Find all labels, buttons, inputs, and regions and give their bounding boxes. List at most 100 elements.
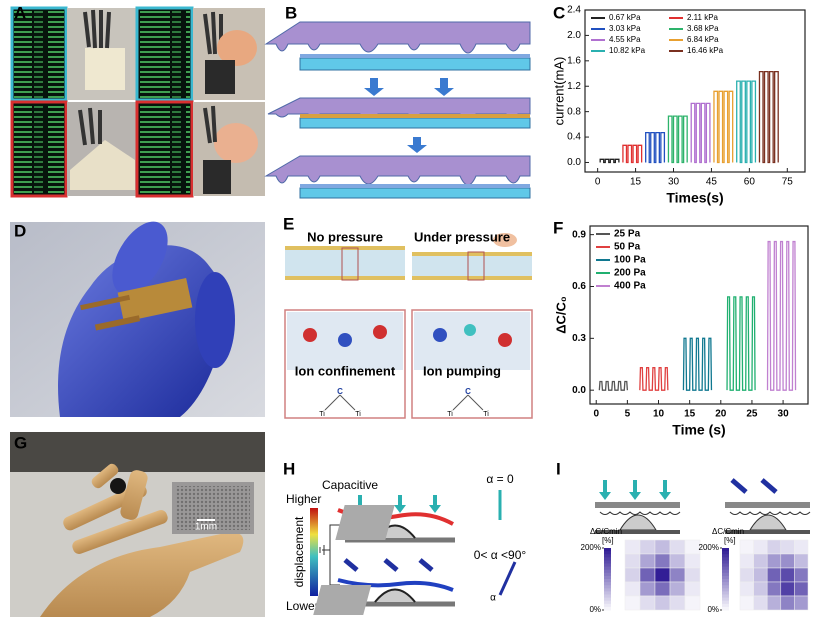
colorbar-step [722, 569, 729, 574]
heatmap-cell [739, 595, 754, 611]
legend-label: 100 Pa [614, 255, 646, 266]
heatmap-cell [624, 539, 641, 555]
y-tick-label: 0.4 [567, 132, 581, 143]
colorbar-step [604, 566, 611, 571]
colorbar-step [604, 554, 611, 558]
series-line [690, 102, 711, 164]
panel-label: C [553, 3, 565, 22]
x-tick-label: 20 [715, 409, 727, 420]
colorbar-tick-label: 200% [581, 543, 601, 552]
heatmap-cell [624, 581, 641, 597]
heatmap-cell [766, 595, 782, 611]
heatmap-cell [684, 553, 701, 569]
colorbar-unit: [%] [724, 536, 736, 545]
series-line [682, 337, 713, 391]
y-tick-label: 2.4 [567, 5, 581, 16]
heatmap-cell [780, 581, 795, 597]
panel-label: D [14, 221, 26, 240]
heatmap-cell [780, 595, 795, 611]
colorbar-step [604, 585, 611, 589]
colorbar-step [604, 563, 611, 568]
heatmap-cell [766, 567, 782, 583]
colorbar-step [604, 557, 611, 561]
series-line [645, 131, 666, 164]
colorbar-step [604, 575, 611, 580]
heatmap-cell [669, 581, 686, 597]
colorbar-step [722, 575, 729, 580]
heatmap-cell [794, 567, 809, 583]
x-tick-label: 0 [595, 177, 601, 188]
heatmap-cell [766, 553, 782, 569]
colorbar-step [722, 588, 729, 592]
scale-bar-label: 1mm [195, 522, 217, 533]
heatmap-cell [794, 539, 809, 555]
panel-label: B [285, 3, 297, 22]
panel-b [264, 21, 531, 199]
e-left-caption: Ion confinement [295, 363, 396, 378]
legend-label: 3.68 kPa [687, 24, 719, 33]
panel-g: 1mm [10, 432, 265, 617]
chem-label: Ti [447, 411, 453, 418]
legend-label: 16.46 kPa [687, 46, 724, 55]
x-axis-label: Time (s) [672, 422, 725, 438]
colorbar-step [604, 591, 611, 595]
colorbar-step [604, 588, 611, 592]
heatmap-cell [780, 553, 795, 569]
y-tick-label: 0.8 [567, 106, 581, 117]
colorbar-tick-label: 200% [699, 543, 719, 552]
series-line [639, 367, 669, 391]
heatmap-cell [753, 581, 768, 597]
colorbar-step [604, 603, 611, 608]
legend-label: 3.03 kPa [609, 24, 641, 33]
colorbar-tick-label: 0% [707, 605, 719, 614]
h-scale-label: displacement [292, 516, 306, 587]
chem-label: C [465, 387, 471, 396]
panel-label: H [283, 459, 295, 478]
chem-label: C [337, 387, 343, 396]
colorbar-step [722, 572, 729, 577]
heatmap-cell [684, 581, 701, 597]
x-tick-label: 75 [782, 177, 794, 188]
heatmap-cell [739, 539, 754, 555]
heatmap-cell [739, 567, 754, 583]
y-tick-label: 0.9 [572, 229, 586, 240]
colorbar-step [604, 572, 611, 577]
series-line [713, 90, 734, 164]
h-angle-top: α = 0 [486, 472, 514, 486]
colorbar-step [604, 560, 611, 564]
colorbar-step [604, 597, 611, 602]
panel-label: I [556, 459, 561, 478]
colorbar-step [722, 597, 729, 602]
y-axis-label: current(mA) [551, 57, 566, 126]
panel-label: G [14, 433, 27, 452]
chem-label: Ti [355, 411, 361, 418]
colorbar-step [604, 594, 611, 599]
colorbar-step [604, 606, 611, 611]
colorbar-step [722, 603, 729, 608]
colorbar-label: ΔC/Cmin [590, 527, 622, 536]
heatmap-cell [766, 581, 782, 597]
heatmap-cell [654, 539, 671, 555]
colorbar-step [722, 566, 729, 571]
colorbar-label: ΔC/Cmin [712, 527, 744, 536]
colorbar-step [722, 606, 729, 611]
x-tick-label: 5 [625, 409, 631, 420]
plot-frame [589, 225, 809, 405]
y-tick-label: 1.6 [567, 55, 581, 66]
series-line [736, 80, 757, 164]
panel-a [10, 6, 265, 198]
colorbar-step [722, 563, 729, 568]
heatmap-cell [780, 567, 795, 583]
heatmap-cell [639, 595, 656, 611]
legend-label: 10.82 kPa [609, 46, 646, 55]
colorbar-tick-label: 0% [589, 605, 601, 614]
colorbar-step [722, 548, 729, 552]
colorbar-step [604, 569, 611, 574]
series-line [726, 296, 756, 391]
colorbar-step [722, 594, 729, 599]
legend-label: 2.11 kPa [687, 13, 719, 22]
panel-i [595, 478, 811, 534]
colorbar-step [722, 585, 729, 589]
series-line [758, 70, 779, 164]
